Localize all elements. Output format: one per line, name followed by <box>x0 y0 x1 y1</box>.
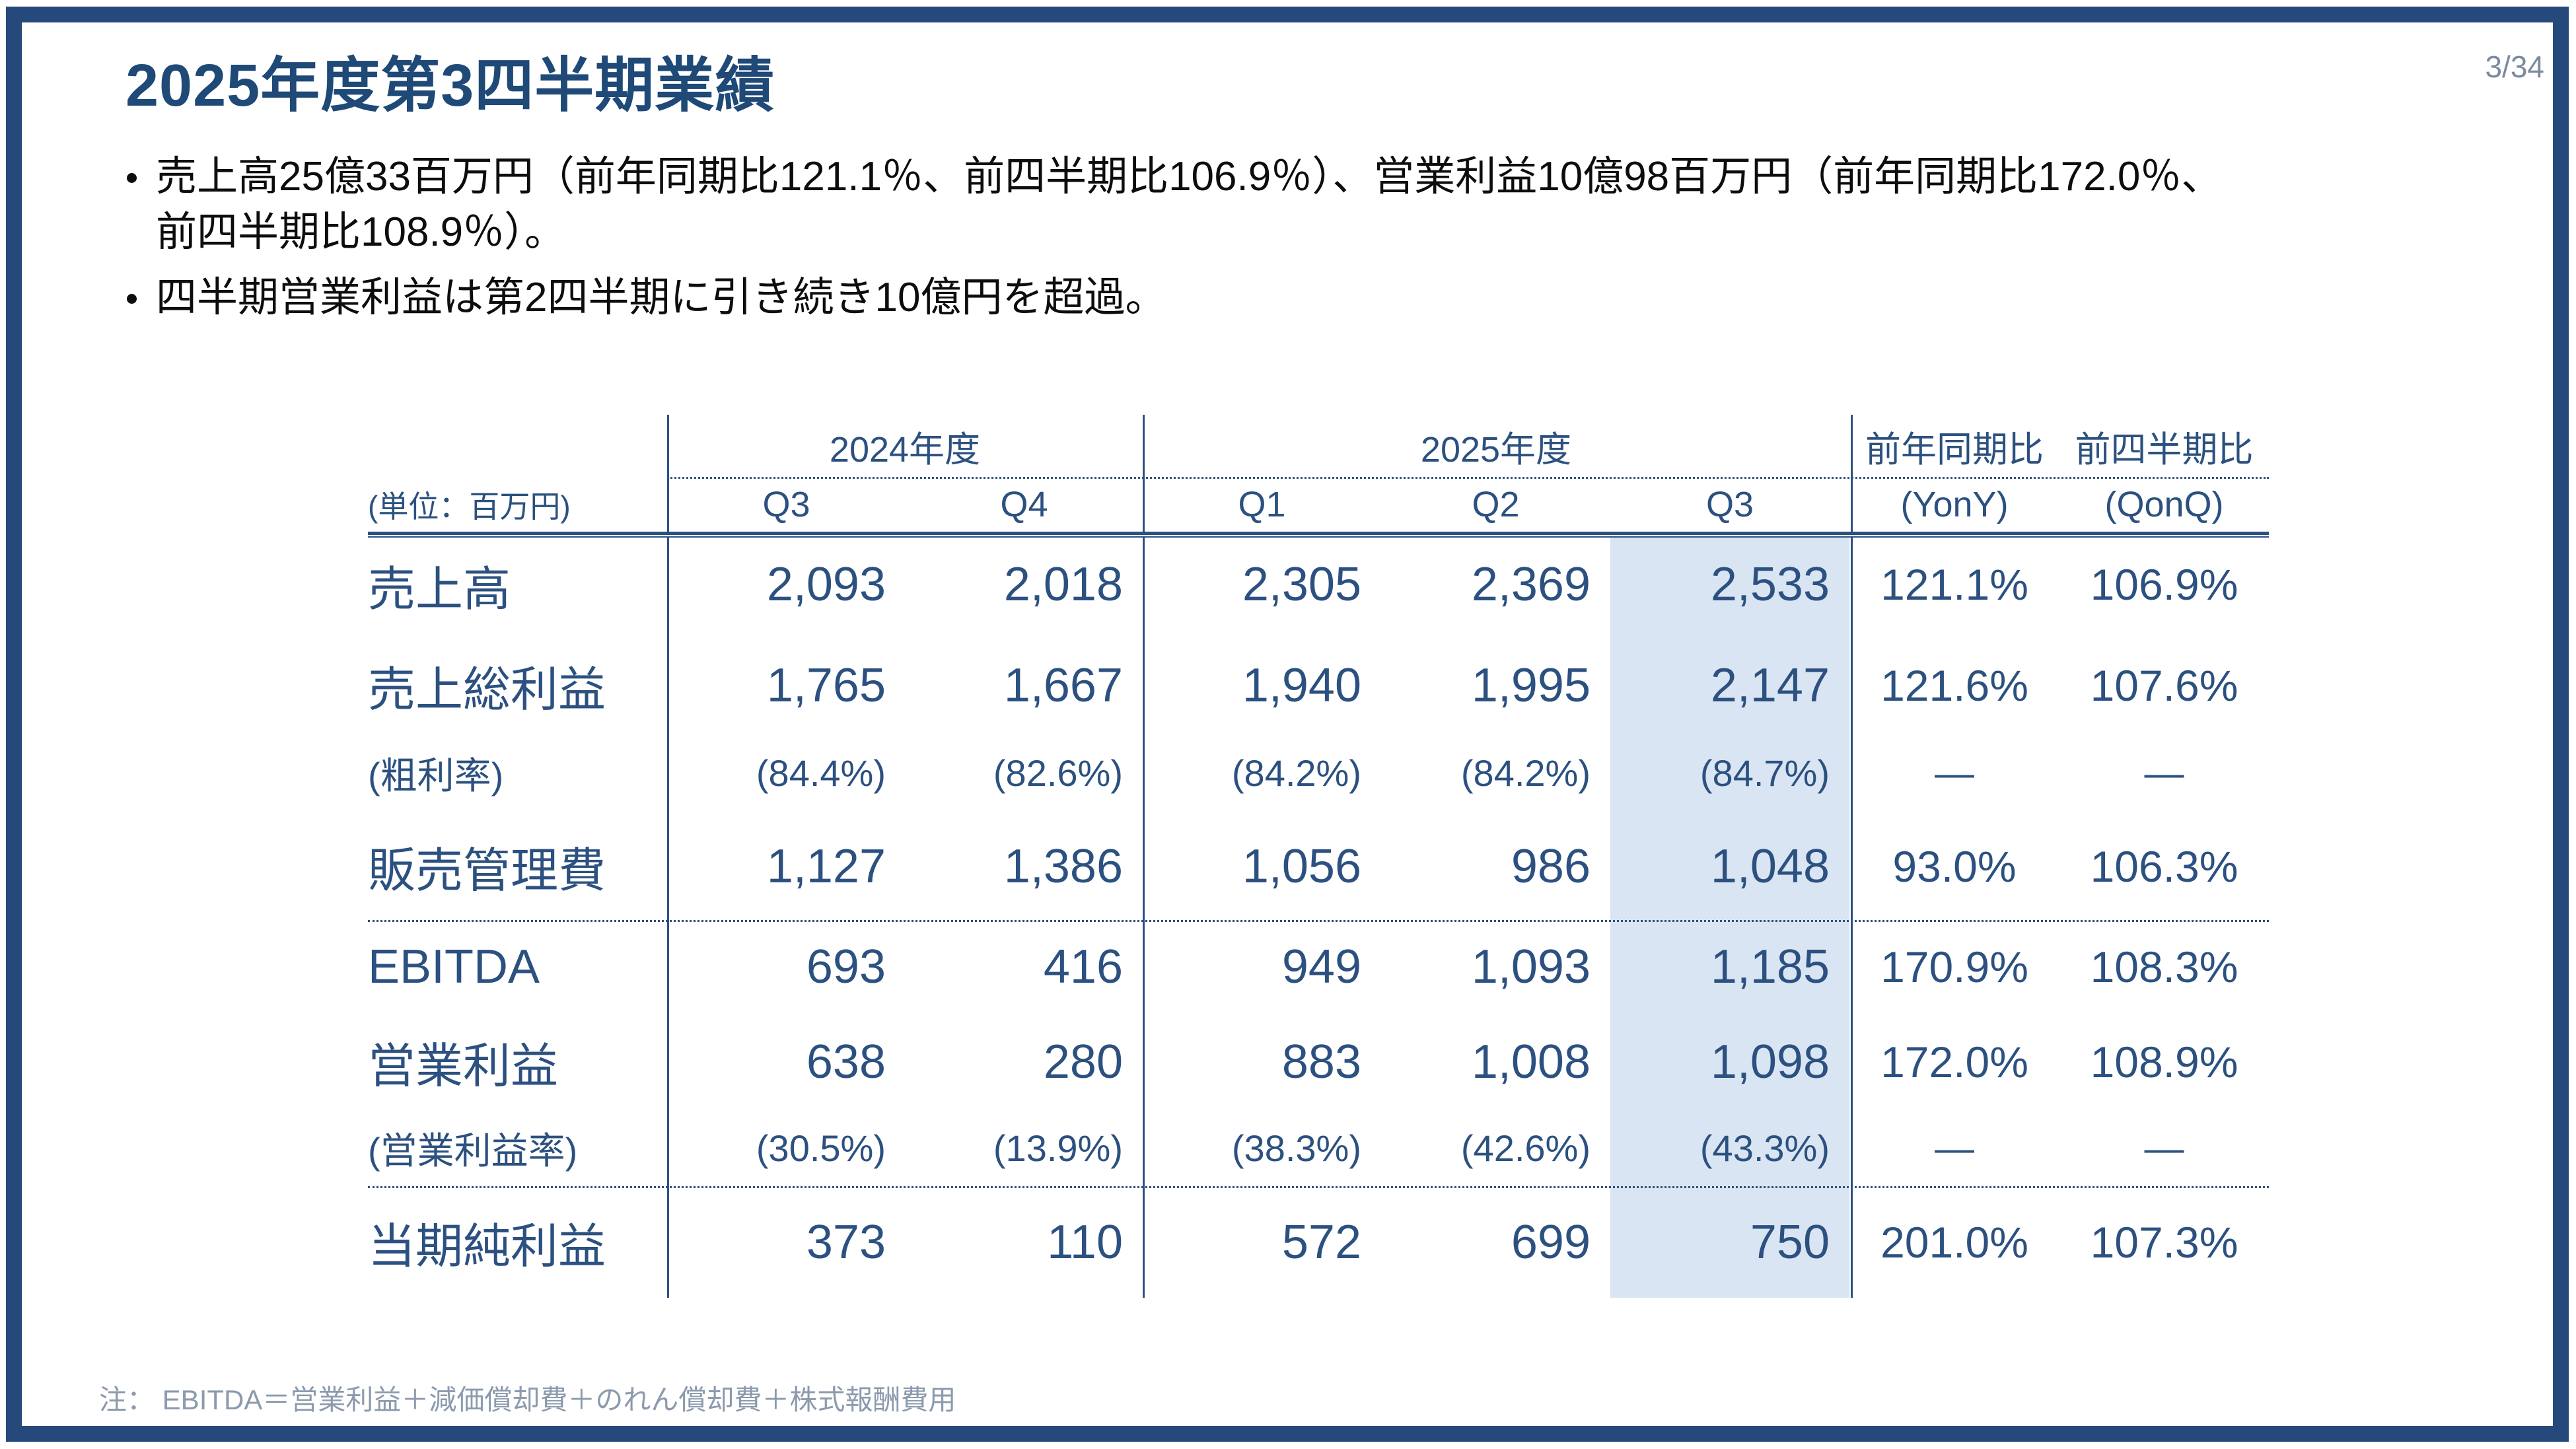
col-header-q2-2025: Q2 <box>1472 484 1520 524</box>
cell-value: 986 <box>1511 839 1591 893</box>
cell-value: 373 <box>806 1215 886 1269</box>
cell-value: 108.9% <box>2090 1037 2238 1086</box>
cell-value: 693 <box>806 940 886 993</box>
cell-value: (30.5%) <box>756 1127 886 1169</box>
cell-value: 1,008 <box>1471 1035 1591 1088</box>
row-label: 販売管理費 <box>368 845 606 898</box>
highlight-q3-2025-column <box>1610 538 1849 1298</box>
page-number: 3/34 <box>2485 50 2544 84</box>
cell-value: (13.9%) <box>993 1127 1123 1169</box>
row-label: 売上高 <box>368 563 511 616</box>
cell-value: 572 <box>1281 1215 1361 1269</box>
bullet-text: 売上高25億33百万円（前年同期比121.1％、前四半期比106.9％）、営業利… <box>156 154 2223 256</box>
table-vertical-rule <box>1851 415 1853 1298</box>
cell-value: 883 <box>1281 1035 1361 1088</box>
cell-value: (84.7%) <box>1699 752 1830 794</box>
cell-value: 638 <box>806 1035 886 1088</box>
cell-value: 1,093 <box>1471 940 1591 993</box>
row-label: (粗利率) <box>368 754 504 796</box>
table-vertical-rule <box>1143 415 1145 1298</box>
cell-value: 2,369 <box>1471 558 1591 611</box>
col-header-qonq: (QonQ) <box>2104 484 2224 524</box>
cell-value: 93.0% <box>1892 841 2017 891</box>
row-label: 当期純利益 <box>368 1220 606 1273</box>
cell-value: — <box>2144 750 2184 795</box>
cell-value: 1,765 <box>766 658 886 712</box>
cell-value: 170.9% <box>1880 942 2028 991</box>
col-header-yony: (YonY) <box>1900 484 2009 524</box>
cell-value: 2,533 <box>1710 558 1830 611</box>
row-label: EBITDA <box>368 940 540 993</box>
row-label: 売上総利益 <box>368 664 606 717</box>
cell-value: 750 <box>1750 1215 1830 1269</box>
bullet-item: 売上高25億33百万円（前年同期比121.1％、前四半期比106.9％）、営業利… <box>125 149 2325 261</box>
cell-value: (84.4%) <box>756 752 886 794</box>
bullet-icon <box>125 270 156 326</box>
cell-value: — <box>1935 1125 1974 1170</box>
bullet-list: 売上高25億33百万円（前年同期比121.1％、前四半期比106.9％）、営業利… <box>125 149 2325 335</box>
cell-value: 106.3% <box>2090 841 2238 891</box>
bullet-item: 四半期営業利益は第2四半期に引き続き10億円を超過。 <box>125 270 2325 326</box>
col-header-q3-2025: Q3 <box>1705 484 1754 524</box>
cell-value: 1,056 <box>1242 839 1361 893</box>
cell-value: 107.6% <box>2090 660 2238 710</box>
cell-value: (82.6%) <box>993 752 1123 794</box>
row-label: 営業利益 <box>368 1040 559 1093</box>
cell-value: 1,995 <box>1471 658 1591 712</box>
page-title: 2025年度第3四半期業績 <box>125 53 775 119</box>
cell-value: 699 <box>1511 1215 1591 1269</box>
header-double-rule <box>368 532 2269 538</box>
table-grid: 2024年度 2025年度 前年同期比 前四半期比 (単位：百万円) Q3 Q4… <box>368 415 2269 1298</box>
section-dotted-rule <box>368 920 2269 922</box>
cell-value: 1,940 <box>1242 658 1361 712</box>
slide-frame <box>6 7 2569 1442</box>
cell-value: — <box>1935 750 1974 795</box>
cell-value: — <box>2144 1125 2184 1170</box>
cell-value: 172.0% <box>1880 1037 2028 1086</box>
cell-value: 110 <box>1047 1215 1123 1269</box>
col-group-2024: 2024年度 <box>829 429 981 470</box>
cell-value: 1,667 <box>1003 658 1123 712</box>
col-header-q1-2025: Q1 <box>1238 484 1286 524</box>
cell-value: 107.3% <box>2090 1217 2238 1267</box>
results-table: 2024年度 2025年度 前年同期比 前四半期比 (単位：百万円) Q3 Q4… <box>368 415 2269 1298</box>
cell-value: (84.2%) <box>1460 752 1591 794</box>
cell-value: (84.2%) <box>1231 752 1361 794</box>
cell-value: 108.3% <box>2090 942 2238 991</box>
cell-value: 201.0% <box>1880 1217 2028 1267</box>
col-group-2025: 2025年度 <box>1420 429 1572 470</box>
cell-value: 1,185 <box>1710 940 1830 993</box>
header-spacer <box>368 415 667 477</box>
cell-value: 121.6% <box>1880 660 2028 710</box>
cell-value: 2,147 <box>1710 658 1830 712</box>
cell-value: (42.6%) <box>1460 1127 1591 1169</box>
footnote: 注： EBITDA＝営業利益＋減価償却費＋のれん償却費＋株式報酬費用 <box>99 1384 956 1415</box>
cell-value: 280 <box>1043 1035 1123 1088</box>
cell-value: 1,098 <box>1710 1035 1830 1088</box>
bullet-text: 四半期営業利益は第2四半期に引き続き10億円を超過。 <box>156 274 1166 320</box>
cell-value: 949 <box>1281 940 1361 993</box>
table-vertical-rule <box>667 415 669 1298</box>
header-dotted-rule <box>667 477 2269 479</box>
col-group-yony: 前年同期比 <box>1865 429 2044 470</box>
cell-value: 2,305 <box>1242 558 1361 611</box>
cell-value: 2,093 <box>766 558 886 611</box>
cell-value: 1,048 <box>1710 839 1830 893</box>
row-label: (営業利益率) <box>368 1129 578 1172</box>
section-dotted-rule <box>368 1186 2269 1188</box>
cell-value: 1,127 <box>766 839 886 893</box>
cell-value: 106.9% <box>2090 560 2238 609</box>
bullet-icon <box>125 149 156 261</box>
cell-value: 121.1% <box>1880 560 2028 609</box>
cell-value: (43.3%) <box>1699 1127 1830 1169</box>
col-header-q3-2024: Q3 <box>762 484 810 524</box>
col-header-q4-2024: Q4 <box>1000 484 1048 524</box>
unit-label: (単位：百万円) <box>368 489 571 524</box>
cell-value: 416 <box>1043 940 1123 993</box>
cell-value: 2,018 <box>1003 558 1123 611</box>
col-group-qonq: 前四半期比 <box>2075 429 2254 470</box>
cell-value: (38.3%) <box>1231 1127 1361 1169</box>
cell-value: 1,386 <box>1003 839 1123 893</box>
